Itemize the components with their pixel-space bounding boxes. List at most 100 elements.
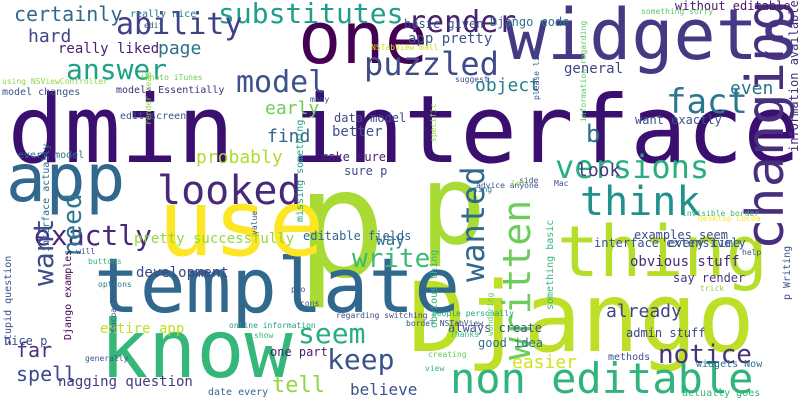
word-cloud-word: render read (144, 72, 153, 125)
word-cloud-word: p (420, 141, 487, 269)
word-cloud-word: missing something (295, 119, 306, 222)
word-cloud-word: puzzled (364, 45, 499, 83)
word-cloud-word: using NSViewController (2, 77, 108, 86)
word-cloud-word: early (265, 98, 320, 119)
word-cloud-word: something basic (545, 219, 556, 310)
word-cloud-word: every time (668, 236, 741, 250)
word-cloud-word: obvious thing (429, 249, 440, 328)
word-cloud-word: invisible border (682, 209, 760, 218)
word-cloud-word: options (98, 280, 132, 289)
word-cloud-word: write (352, 244, 431, 274)
word-cloud-word: look (577, 160, 621, 181)
word-cloud-word: p (296, 138, 387, 312)
word-cloud-word: something sorry (641, 7, 714, 16)
word-cloud-word: basic given (404, 17, 484, 31)
word-cloud-word: generally (85, 354, 129, 363)
word-cloud-word: really nice (130, 9, 197, 20)
word-cloud-word: app (6, 140, 126, 217)
word-cloud-word: people personally (432, 309, 514, 318)
word-cloud-word: model changes (2, 87, 81, 98)
word-cloud-word: stupid question (3, 255, 14, 346)
word-cloud-word: entire app (100, 321, 185, 337)
word-cloud-word: edit (144, 21, 164, 30)
word-cloud-word: model (236, 65, 327, 100)
word-cloud-word: creating (428, 350, 467, 359)
word-cloud-word: desktop Cocoa (698, 214, 761, 223)
word-cloud-word: online information (229, 321, 316, 330)
word-cloud-word: interface actually (41, 143, 52, 252)
word-cloud-word: good idea (478, 336, 544, 350)
word-cloud-word: object (475, 75, 541, 96)
word-cloud-word: information regarding (579, 20, 588, 122)
word-cloud-word: substitutes (218, 0, 404, 30)
word-cloud-word: advice anyone (476, 181, 539, 190)
word-cloud-word: really liked (58, 41, 160, 57)
word-cloud-word: hard (28, 26, 72, 47)
word-cloud-word: models Essentially (116, 85, 225, 96)
word-cloud-word: specific (429, 103, 438, 142)
word-cloud-word: many (310, 95, 330, 104)
word-cloud-word: widgets Now (696, 359, 763, 370)
word-cloud-word: regarding switching (336, 311, 428, 320)
word-cloud-word: notice (658, 340, 752, 370)
word-cloud-word: date every (208, 387, 269, 398)
word-cloud-word: value (250, 210, 259, 235)
word-cloud-word: suggest (455, 75, 489, 84)
word-cloud-word: lot (511, 179, 526, 188)
word-cloud-word: buttons (88, 257, 122, 266)
word-cloud-word: spell (16, 362, 77, 386)
word-cloud-word: looked (157, 168, 302, 214)
word-cloud-word: sure p (344, 164, 388, 178)
word-cloud-word: methods (608, 352, 651, 363)
word-cloud-word: b (586, 120, 601, 148)
word-cloud-word: admin stuff (626, 326, 706, 340)
word-cloud-word: admin interface (0, 76, 800, 185)
word-cloud-word: please list (532, 47, 541, 100)
word-cloud-word: far (16, 338, 53, 362)
word-cloud-word: non editable (450, 354, 754, 400)
word-cloud-word: thing (557, 211, 768, 293)
word-cloud-word: iPhoto iTunes (140, 73, 203, 82)
word-cloud-word: view (425, 364, 445, 373)
word-cloud-word: cons (300, 299, 320, 308)
word-cloud-word: every model (18, 150, 85, 161)
word-cloud-word: answer (66, 53, 168, 86)
word-cloud-word: better (332, 124, 383, 140)
word-cloud-word: nice p (4, 334, 48, 348)
word-cloud-word: want exactly (635, 113, 722, 127)
word-cloud-word: page (158, 38, 202, 59)
word-cloud-word: find (267, 126, 311, 147)
word-cloud-word: pretty successfully (134, 231, 295, 247)
word-cloud-word: edit screen (120, 111, 187, 122)
word-cloud-word: easier (512, 352, 578, 373)
word-cloud-word: development (136, 265, 229, 281)
word-cloud-word: actually goes (682, 388, 761, 399)
word-cloud-word: Django (408, 262, 755, 374)
word-cloud-word: obvious stuff (630, 254, 740, 270)
word-cloud-word: one part (270, 345, 328, 359)
word-cloud-word: NSTabView mall (371, 43, 439, 52)
word-cloud-word: ability (116, 7, 243, 42)
word-cloud-word: Django code (490, 15, 570, 29)
word-cloud-word: border NSTabView (406, 319, 484, 328)
word-cloud-word: already (606, 301, 682, 322)
word-cloud-word: certainly (14, 2, 123, 26)
word-cloud-word: general (564, 61, 624, 77)
word-cloud-word: say render (673, 271, 746, 285)
word-cloud-word: know (100, 303, 293, 396)
word-cloud-word: p Writing (782, 245, 793, 300)
word-cloud-word: widgets (504, 0, 800, 76)
word-cloud-word: editable fields (303, 229, 412, 243)
word-cloud-word: probably (196, 147, 283, 168)
word-cloud-word: render (408, 5, 517, 40)
word-cloud-word: information available (787, 0, 800, 152)
word-cloud-word: Thanks (450, 330, 479, 339)
word-cloud-word: always create (448, 321, 542, 335)
word-cloud-word: use (158, 170, 325, 277)
word-cloud-word: Mac (554, 179, 569, 188)
word-cloud-word: template (94, 241, 461, 330)
word-cloud-word: Django examples (63, 249, 74, 340)
word-cloud-word: app pretty (408, 31, 493, 47)
word-cloud-word: show (254, 331, 274, 340)
